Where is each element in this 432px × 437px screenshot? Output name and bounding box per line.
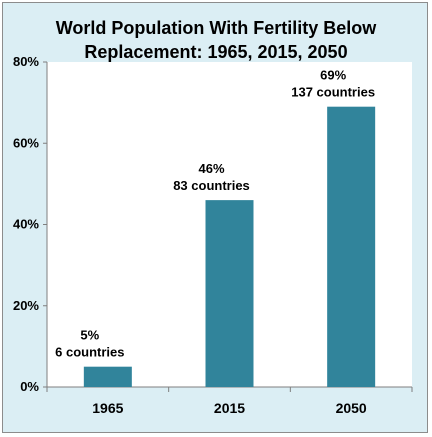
chart-title-line-2: Replacement: 1965, 2015, 2050 xyxy=(84,42,348,62)
bar-1965 xyxy=(83,366,132,387)
y-tick-label: 0% xyxy=(20,379,39,394)
y-tick-label: 20% xyxy=(13,298,39,313)
x-tick-label: 1965 xyxy=(92,400,123,416)
y-tick-label: 80% xyxy=(13,54,39,69)
bar-2050 xyxy=(327,106,376,387)
x-tick-label: 2015 xyxy=(214,400,245,416)
data-label: 69% xyxy=(320,68,346,83)
data-label: 6 countries xyxy=(55,345,124,360)
y-tick-label: 40% xyxy=(13,217,39,232)
chart-title: World Population With Fertility Below Re… xyxy=(0,16,432,64)
x-tick-label: 2050 xyxy=(336,400,367,416)
chart-title-line-1: World Population With Fertility Below xyxy=(55,18,377,38)
data-label: 137 countries xyxy=(291,85,375,100)
data-label: 83 countries xyxy=(173,178,250,193)
bar-2015 xyxy=(205,200,254,387)
data-label: 5% xyxy=(80,328,99,343)
y-tick-label: 60% xyxy=(13,135,39,150)
data-label: 46% xyxy=(198,161,224,176)
